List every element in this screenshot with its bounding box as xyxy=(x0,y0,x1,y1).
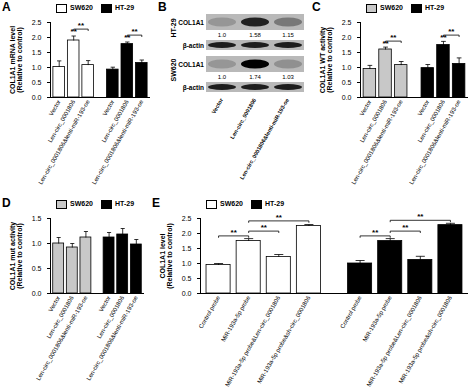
svg-text:1.03: 1.03 xyxy=(282,74,294,80)
svg-text:Len-circ_0001806&lenti-miR-193: Len-circ_0001806&lenti-miR-193-oe xyxy=(85,294,139,381)
svg-text:**: ** xyxy=(448,27,455,36)
svg-text:**: ** xyxy=(390,33,397,42)
svg-text:MiR-193a-5p probe&sh-circ_0001: MiR-193a-5p probe&sh-circ_0001806 xyxy=(398,294,454,384)
svg-text:Vector: Vector xyxy=(102,99,116,117)
svg-text:0.0: 0.0 xyxy=(342,94,352,101)
svg-text:COL1A1 level(Relative to contr: COL1A1 level(Relative to control) xyxy=(159,223,174,289)
svg-text:**: ** xyxy=(372,228,379,237)
svg-text:**: ** xyxy=(71,27,78,36)
svg-text:Vector: Vector xyxy=(211,96,225,114)
svg-text:Len-circ_0001806: Len-circ_0001806 xyxy=(417,98,447,143)
svg-text:HT-29: HT-29 xyxy=(170,18,177,37)
svg-text:B: B xyxy=(158,0,167,14)
svg-text:**: ** xyxy=(261,223,268,232)
svg-text:1.15: 1.15 xyxy=(282,32,294,38)
svg-text:MiR-193a-5p probe&Len-circ_000: MiR-193a-5p probe&Len-circ_0001806 xyxy=(366,294,423,387)
svg-text:COL1A1: COL1A1 xyxy=(178,61,204,68)
svg-text:Vector: Vector xyxy=(359,99,373,117)
svg-text:2.0: 2.0 xyxy=(342,34,352,41)
svg-text:MiR-193a-5p probe: MiR-193a-5p probe xyxy=(220,294,251,342)
svg-text:COL1A1 mut activity(Relative t: COL1A1 mut activity(Relative to control) xyxy=(9,222,24,291)
svg-text:Len-circ_0001806: Len-circ_0001806 xyxy=(359,98,389,143)
svg-text:1.5: 1.5 xyxy=(32,49,42,56)
html-text:SW620: SW620 xyxy=(380,4,403,12)
html-text:C: C xyxy=(312,0,321,14)
svg-text:Len-circ_0001806&lenti-miR-193: Len-circ_0001806&lenti-miR-193-oe xyxy=(350,98,404,185)
svg-text:Len-circ_0001806&lenti-miR-193: Len-circ_0001806&lenti-miR-193-oe xyxy=(91,98,145,185)
svg-text:**: ** xyxy=(78,21,85,30)
svg-text:Vector: Vector xyxy=(48,99,62,117)
html-text:HT-29: HT-29 xyxy=(115,200,134,208)
svg-text:**: ** xyxy=(231,228,238,237)
svg-text:1.5: 1.5 xyxy=(342,49,352,56)
svg-text:COL1A1: COL1A1 xyxy=(178,19,204,26)
html-text:SW620: SW620 xyxy=(220,200,243,208)
svg-text:1.0: 1.0 xyxy=(182,260,192,267)
svg-text:2.0: 2.0 xyxy=(32,34,42,41)
html-text:SW620: SW620 xyxy=(70,4,93,12)
svg-text:**: ** xyxy=(382,39,389,48)
svg-text:2.5: 2.5 xyxy=(342,19,352,26)
svg-text:**: ** xyxy=(124,33,131,42)
svg-text:COL1A1 WT activity(Relative to: COL1A1 WT activity(Relative to control) xyxy=(319,27,334,94)
svg-text:**: ** xyxy=(276,213,283,222)
svg-text:Vector: Vector xyxy=(98,295,112,313)
svg-text:0.5: 0.5 xyxy=(182,275,192,282)
svg-text:1.0: 1.0 xyxy=(32,240,42,247)
html-text:A: A xyxy=(2,0,11,14)
svg-text:1.74: 1.74 xyxy=(249,74,261,80)
svg-text:**: ** xyxy=(417,212,424,221)
svg-text:1.0: 1.0 xyxy=(218,32,227,38)
svg-text:β-actin: β-actin xyxy=(183,84,204,92)
svg-text:0.0: 0.0 xyxy=(182,290,192,297)
svg-text:COL1A1 mRNA level(Relative to: COL1A1 mRNA level(Relative to control) xyxy=(9,26,24,94)
svg-text:SW620: SW620 xyxy=(170,58,177,81)
svg-text:0.5: 0.5 xyxy=(32,79,42,86)
svg-text:MiR-193a-5p probe&Len-circ_000: MiR-193a-5p probe&Len-circ_0001806 xyxy=(224,294,281,387)
svg-text:Len-circ_0001806&lenti-miR-193: Len-circ_0001806&lenti-miR-193-oe xyxy=(35,294,89,381)
svg-text:0.5: 0.5 xyxy=(342,79,352,86)
svg-text:1.0: 1.0 xyxy=(32,64,42,71)
svg-text:1.0: 1.0 xyxy=(342,64,352,71)
html-text:HT-29: HT-29 xyxy=(265,200,284,208)
svg-text:Vector: Vector xyxy=(47,295,61,313)
svg-text:**: ** xyxy=(402,223,409,232)
svg-text:Len-circ_0001806&lenti-miR-193: Len-circ_0001806&lenti-miR-193-oe xyxy=(239,97,291,180)
svg-text:2.5: 2.5 xyxy=(32,19,42,26)
html-text:SW620: SW620 xyxy=(70,200,93,208)
svg-text:MiR-193a-5p probe: MiR-193a-5p probe xyxy=(362,294,393,342)
svg-text:2.0: 2.0 xyxy=(182,230,192,237)
html-text:HT-29: HT-29 xyxy=(115,4,134,12)
html-text:HT-29: HT-29 xyxy=(425,4,444,12)
svg-text:1.5: 1.5 xyxy=(32,215,42,222)
svg-text:MiR-193a-5p probe&sh-circ_0001: MiR-193a-5p probe&sh-circ_0001806 xyxy=(256,294,312,384)
html-text:D: D xyxy=(2,196,11,210)
svg-text:Len-circ_0001806: Len-circ_0001806 xyxy=(229,97,257,140)
svg-text:**: ** xyxy=(131,27,138,36)
svg-text:Control probe: Control probe xyxy=(339,294,363,329)
svg-text:0.0: 0.0 xyxy=(32,94,42,101)
svg-text:β-actin: β-actin xyxy=(183,42,204,50)
svg-text:1.58: 1.58 xyxy=(249,32,261,38)
svg-text:Vector: Vector xyxy=(417,99,431,117)
svg-text:Control probe: Control probe xyxy=(198,294,222,329)
svg-text:0.5: 0.5 xyxy=(32,265,42,272)
svg-text:Len-circ_0001806&lenti-miR-193: Len-circ_0001806&lenti-miR-193-oe xyxy=(37,98,91,185)
html-text:E: E xyxy=(152,196,160,210)
svg-text:2.5: 2.5 xyxy=(182,215,192,222)
svg-text:**: ** xyxy=(440,33,447,42)
svg-text:0.0: 0.0 xyxy=(32,290,42,297)
svg-text:1.0: 1.0 xyxy=(218,74,227,80)
svg-text:Len-circ_0001806&lenti-miR-193: Len-circ_0001806&lenti-miR-193-oe xyxy=(408,98,462,185)
svg-text:1.5: 1.5 xyxy=(182,245,192,252)
